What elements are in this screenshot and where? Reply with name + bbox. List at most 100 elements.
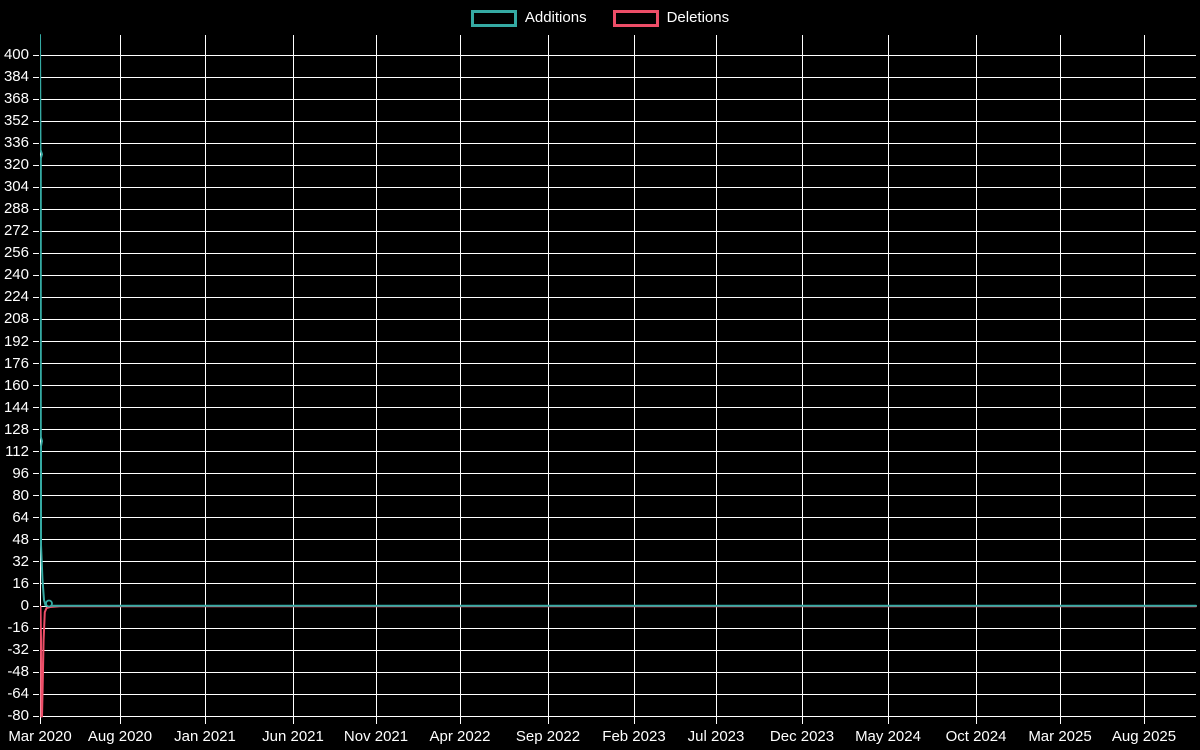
y-axis-label: 256 <box>3 244 29 262</box>
y-axis-label: 32 <box>12 552 29 570</box>
y-gridline <box>40 517 1196 519</box>
x-axis-label: Jan 2021 <box>174 728 236 745</box>
y-axis-label: 176 <box>3 354 29 372</box>
legend-item-deletions[interactable]: Deletions <box>612 9 729 27</box>
y-axis-label: 288 <box>3 200 29 218</box>
y-axis-tick <box>33 318 39 320</box>
x-axis-label: Mar 2020 <box>8 728 72 745</box>
y-axis-tick <box>33 495 39 497</box>
x-axis-label: Dec 2023 <box>769 728 835 745</box>
y-axis-label: 384 <box>3 68 29 86</box>
y-axis-label: 112 <box>5 442 29 460</box>
y-gridline <box>40 142 1196 144</box>
x-gridline <box>119 35 121 724</box>
y-axis-tick <box>33 76 39 78</box>
y-gridline <box>40 473 1196 475</box>
y-axis-label: 48 <box>12 530 29 548</box>
y-gridline <box>40 98 1196 100</box>
y-gridline <box>40 54 1196 56</box>
x-axis-label: Nov 2021 <box>343 728 409 745</box>
y-gridline <box>40 363 1196 365</box>
y-axis-label: -64 <box>7 685 29 703</box>
y-axis-label: 320 <box>3 156 29 174</box>
y-axis-tick <box>33 539 39 541</box>
y-gridline <box>40 693 1196 695</box>
y-axis-tick <box>33 274 39 276</box>
y-gridline <box>40 208 1196 210</box>
x-gridline <box>887 35 889 724</box>
y-gridline <box>40 539 1196 541</box>
y-axis-label: 272 <box>3 222 29 240</box>
y-gridline <box>40 252 1196 254</box>
legend-swatch-additions <box>470 9 517 27</box>
y-axis-tick <box>33 715 39 717</box>
x-axis-label: Mar 2025 <box>1028 728 1092 745</box>
x-gridline <box>975 35 977 724</box>
y-gridline <box>40 385 1196 387</box>
y-gridline <box>40 274 1196 276</box>
x-gridline <box>459 35 461 724</box>
x-gridline <box>375 35 377 724</box>
x-gridline <box>204 35 206 724</box>
x-axis-label: May 2024 <box>855 728 921 745</box>
x-axis-label: Aug 2020 <box>87 728 153 745</box>
y-axis-tick <box>33 671 39 673</box>
y-axis-tick <box>33 252 39 254</box>
y-axis-tick <box>33 693 39 695</box>
y-gridline <box>40 76 1196 78</box>
y-axis-tick <box>33 517 39 519</box>
y-axis-tick <box>33 451 39 453</box>
y-axis-label: 160 <box>3 376 29 394</box>
x-axis-label: Sep 2022 <box>515 728 581 745</box>
y-gridline <box>40 561 1196 563</box>
x-axis-label: Oct 2024 <box>945 728 1007 745</box>
y-axis-tick <box>33 473 39 475</box>
x-gridline <box>292 35 294 724</box>
y-gridline <box>40 230 1196 232</box>
legend-item-additions[interactable]: Additions <box>470 9 587 27</box>
y-axis-label: -16 <box>7 619 29 637</box>
x-gridline <box>801 35 803 724</box>
y-axis-tick <box>33 296 39 298</box>
y-axis-label: 96 <box>12 464 29 482</box>
legend-label: Additions <box>524 9 587 26</box>
y-axis-label: 400 <box>3 46 29 63</box>
y-axis-label: 80 <box>12 486 29 504</box>
y-axis-tick <box>33 407 39 409</box>
y-gridline <box>40 341 1196 343</box>
y-axis-tick <box>33 385 39 387</box>
y-gridline <box>40 715 1196 717</box>
y-gridline <box>40 583 1196 585</box>
y-axis-tick <box>33 98 39 100</box>
x-gridline <box>715 35 717 724</box>
series-line-additions <box>40 34 1197 607</box>
series-line-deletions <box>40 605 1197 718</box>
y-axis-tick <box>33 341 39 343</box>
x-gridline <box>1059 35 1061 724</box>
y-gridline <box>40 186 1196 188</box>
x-gridline <box>547 35 549 724</box>
x-axis-label: Jul 2023 <box>687 728 745 745</box>
y-axis-tick <box>33 208 39 210</box>
y-axis-label: 208 <box>3 310 29 328</box>
y-axis-label: 240 <box>3 266 29 284</box>
y-gridline <box>40 120 1196 122</box>
y-axis-label: 16 <box>12 574 29 592</box>
y-gridline <box>40 495 1196 497</box>
y-axis-tick <box>33 429 39 431</box>
data-point-marker-additions <box>45 599 53 608</box>
y-gridline <box>40 671 1196 673</box>
y-axis-label: 144 <box>3 398 29 416</box>
y-gridline <box>40 296 1196 298</box>
y-axis-tick <box>33 583 39 585</box>
y-axis-label: 64 <box>12 508 29 526</box>
y-axis-label: -32 <box>7 641 29 659</box>
x-axis-label: Apr 2022 <box>429 728 491 745</box>
x-axis-label: Jun 2021 <box>262 728 324 745</box>
y-gridline <box>40 429 1196 431</box>
x-gridline <box>633 35 635 724</box>
y-axis-tick <box>33 186 39 188</box>
y-gridline <box>40 407 1196 409</box>
